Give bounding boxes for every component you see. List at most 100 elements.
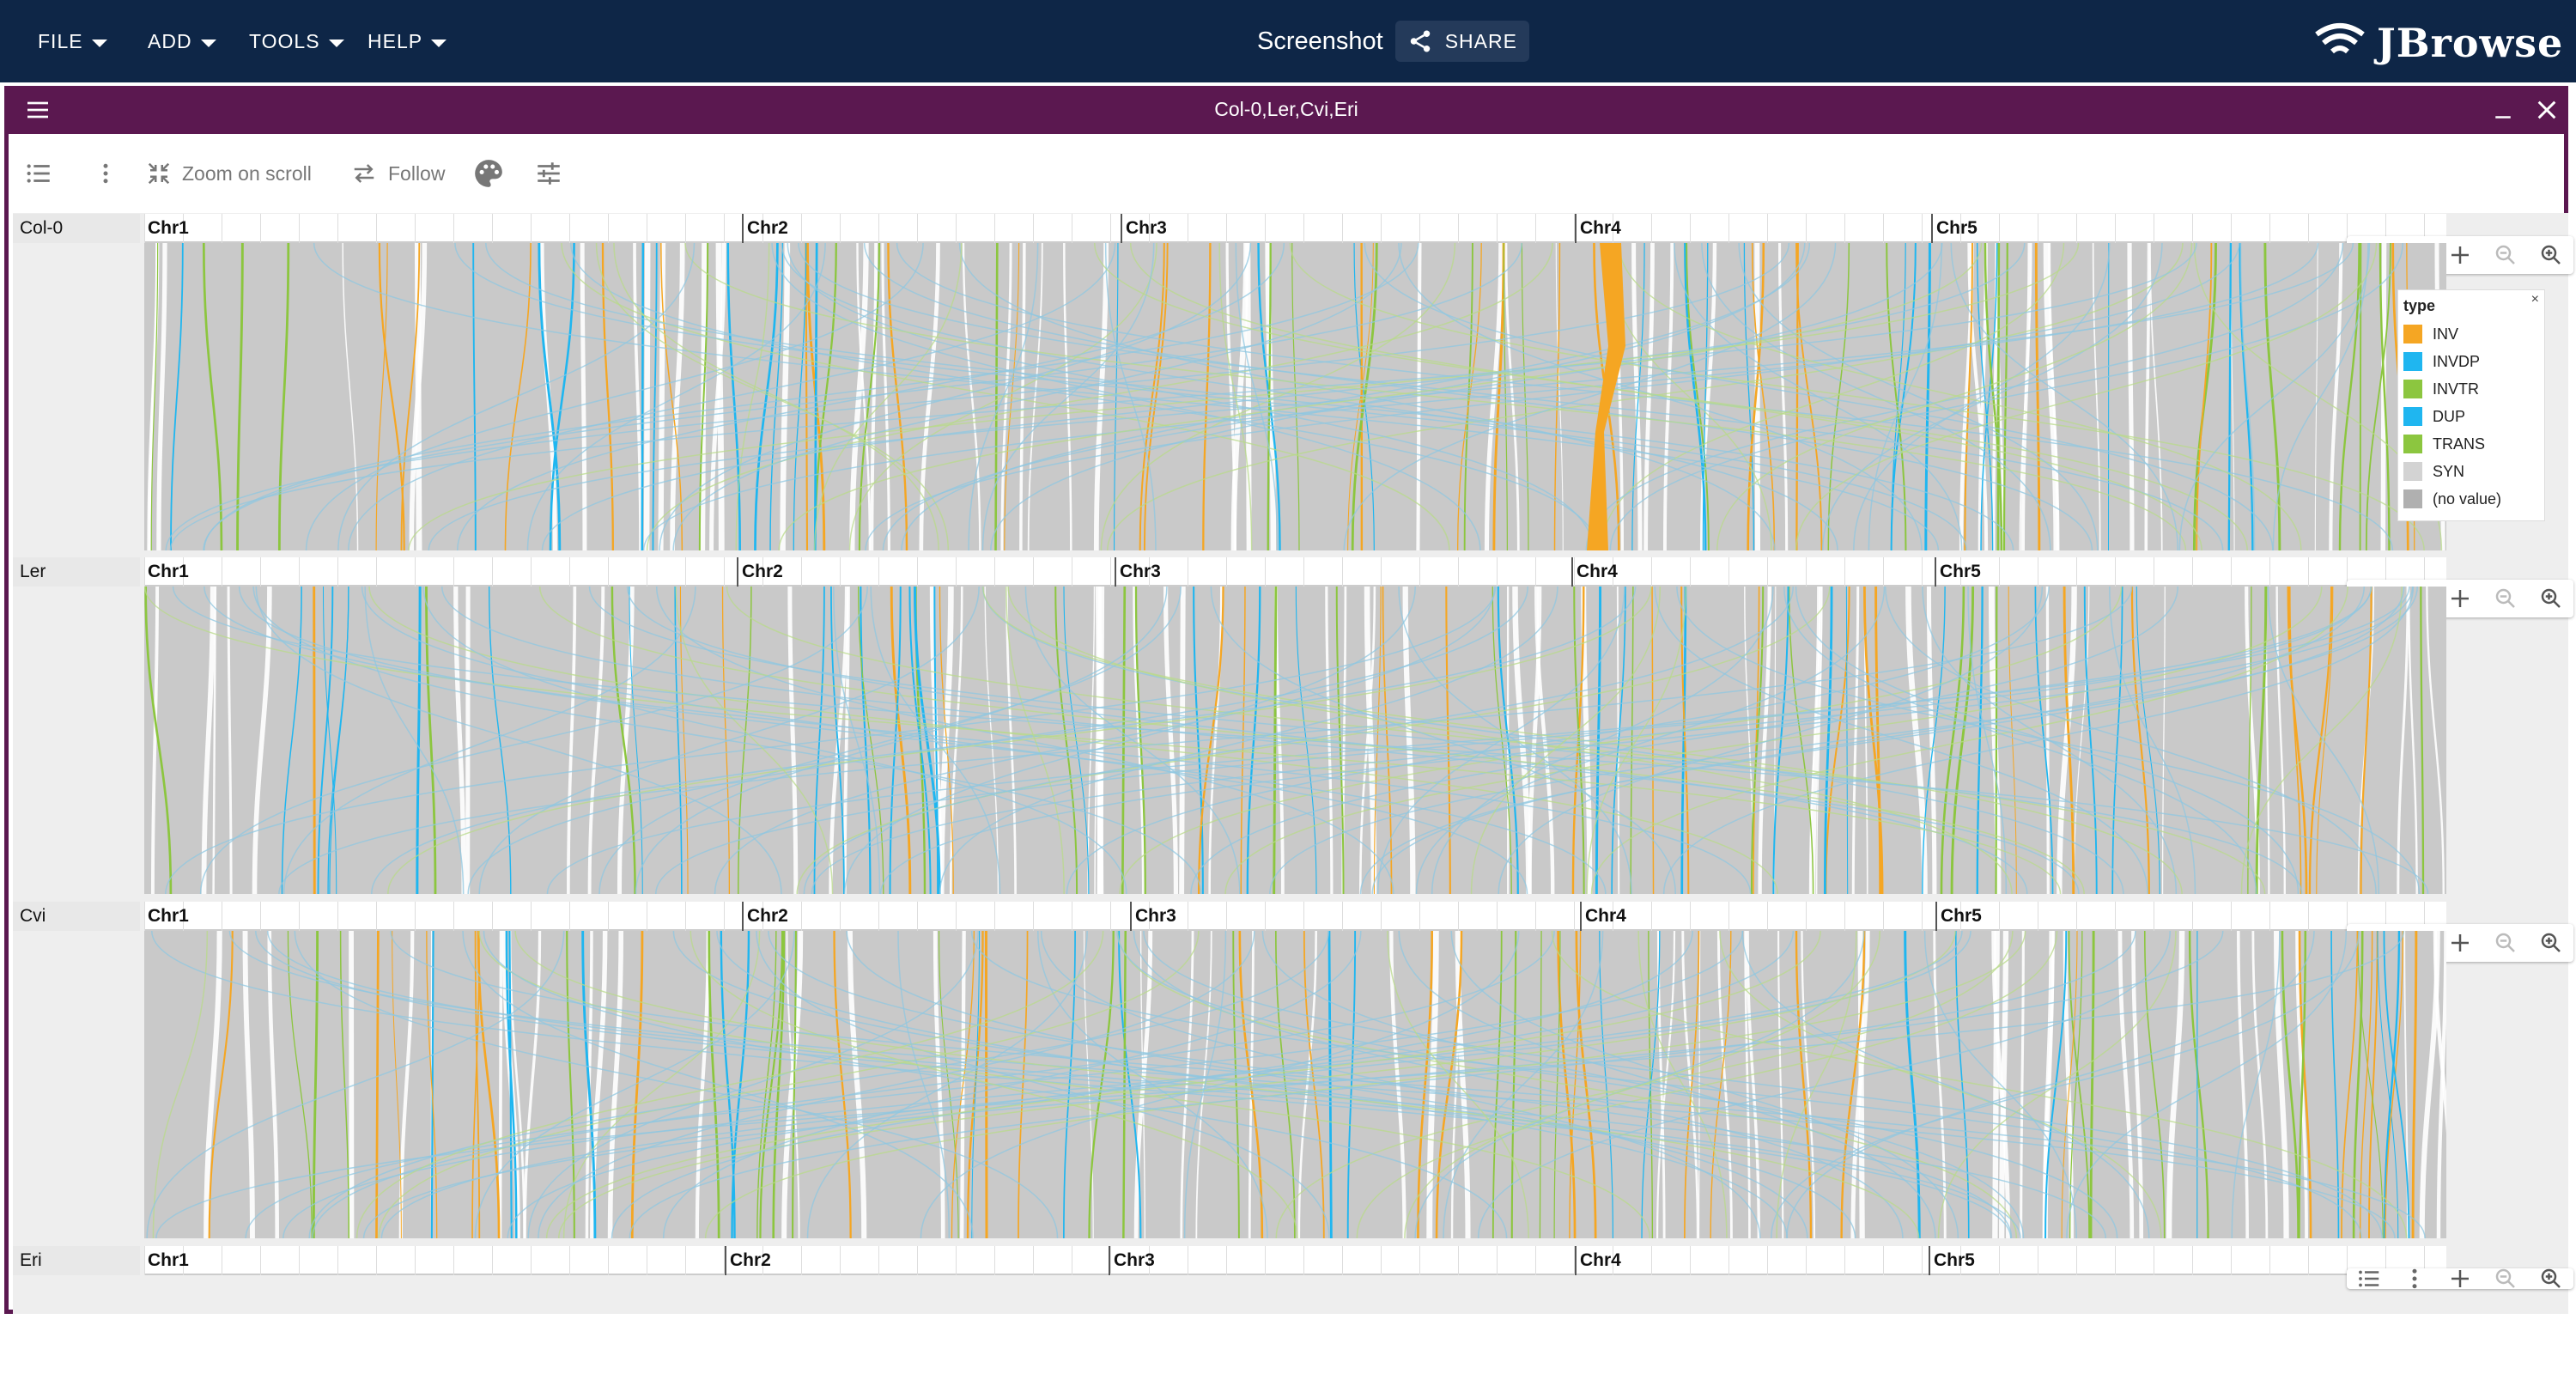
translocation-curve[interactable] [1404, 931, 1881, 1238]
translocation-curve[interactable] [1133, 931, 1904, 1238]
synteny-feature[interactable] [1976, 587, 1984, 894]
translocation-curve[interactable] [1853, 243, 2111, 550]
legend-close-icon[interactable]: × [2530, 292, 2539, 307]
synteny-feature[interactable] [538, 243, 562, 550]
translocation-curve[interactable] [545, 931, 1821, 1238]
synteny-feature[interactable] [2359, 243, 2362, 550]
synteny-feature[interactable] [1702, 243, 1709, 550]
synteny-feature[interactable] [208, 931, 234, 1238]
synteny-feature[interactable] [2130, 587, 2150, 894]
translocation-curve[interactable] [659, 243, 1252, 550]
synteny-feature[interactable] [2263, 243, 2281, 550]
synteny-feature[interactable] [1840, 931, 1866, 1238]
translocation-curve[interactable] [204, 243, 1419, 550]
synteny-feature[interactable] [1922, 587, 1946, 894]
translocation-curve[interactable] [1470, 587, 1662, 894]
translocation-curve[interactable] [1024, 587, 1241, 894]
track-list-button[interactable] [2352, 1262, 2386, 1296]
synteny-feature[interactable] [2352, 931, 2364, 1238]
translocation-curve[interactable] [462, 931, 974, 1238]
translocation-curve[interactable] [474, 931, 795, 1238]
translocation-curve[interactable] [1498, 587, 2044, 894]
synteny-feature[interactable] [322, 587, 337, 894]
translocation-curve[interactable] [337, 243, 696, 550]
chr-label-chr3[interactable]: Chr3 [1121, 214, 1167, 243]
chr-label-chr4[interactable]: Chr4 [1580, 902, 1626, 931]
translocation-curve[interactable] [203, 243, 1522, 550]
translocation-curve[interactable] [1618, 243, 2302, 550]
synteny-feature[interactable] [2360, 587, 2372, 894]
translocation-curve[interactable] [1359, 587, 2405, 894]
translocation-curve[interactable] [646, 243, 1553, 550]
synteny-feature[interactable] [1950, 587, 1975, 894]
add-button[interactable] [2443, 1262, 2477, 1296]
synteny-feature[interactable] [887, 243, 908, 550]
translocation-curve[interactable] [811, 587, 2372, 894]
translocation-curve[interactable] [920, 931, 1520, 1238]
synteny-feature[interactable] [2330, 931, 2340, 1238]
synteny-feature[interactable] [2359, 931, 2373, 1238]
synteny-feature[interactable] [2255, 587, 2268, 894]
synteny-feature[interactable] [504, 243, 532, 550]
translocation-curve[interactable] [538, 931, 1255, 1238]
help-menu[interactable]: HELP [368, 24, 447, 58]
synteny-feature[interactable] [1964, 243, 1973, 550]
synteny-feature[interactable] [1240, 587, 1246, 894]
synteny-feature[interactable] [202, 243, 223, 550]
synteny-feature[interactable] [1996, 243, 2001, 550]
synteny-panel-col-0-ler[interactable] [144, 243, 2446, 550]
synteny-feature[interactable] [984, 931, 988, 1238]
translocation-curve[interactable] [1795, 243, 2378, 550]
synteny-feature[interactable] [1980, 243, 1998, 550]
translocation-curve[interactable] [1371, 587, 2366, 894]
chr-label-chr2[interactable]: Chr2 [742, 902, 788, 931]
chr-label-chr5[interactable]: Chr5 [1935, 902, 1982, 931]
inversion-block[interactable] [1587, 243, 1625, 550]
synteny-feature[interactable] [1382, 587, 1393, 894]
synteny-feature[interactable] [1710, 931, 1732, 1238]
synteny-feature[interactable] [2287, 587, 2308, 894]
synteny-feature[interactable] [400, 243, 421, 550]
share-button[interactable]: SHARE [1394, 21, 1529, 62]
synteny-feature[interactable] [2239, 243, 2254, 550]
synteny-feature[interactable] [1827, 243, 1850, 550]
translocation-curve[interactable] [1884, 587, 2377, 894]
settings-sliders-button[interactable] [534, 158, 563, 189]
ruler-col-0[interactable]: Chr1 Chr2 Chr3 Chr4 Chr5 [144, 214, 2446, 243]
synteny-feature[interactable] [477, 931, 501, 1238]
translocation-curve[interactable] [428, 243, 2354, 550]
synteny-feature[interactable] [2288, 587, 2302, 894]
translocation-curve[interactable] [675, 587, 834, 894]
translocation-curve[interactable] [846, 931, 1808, 1238]
synteny-feature[interactable] [2034, 587, 2054, 894]
minimize-icon[interactable] [2490, 98, 2516, 124]
synteny-feature[interactable] [1743, 243, 1755, 550]
synteny-feature[interactable] [566, 931, 575, 1238]
ruler-ler[interactable]: Chr1 Chr2 Chr3 Chr4 Chr5 [144, 557, 2446, 587]
translocation-curve[interactable] [865, 243, 2240, 550]
translocation-curve[interactable] [312, 931, 1555, 1238]
translocation-curve[interactable] [1716, 243, 2193, 550]
synteny-feature[interactable] [1503, 243, 1508, 550]
zoom-out-button[interactable] [2488, 926, 2523, 960]
synteny-feature[interactable] [2338, 243, 2360, 550]
translocation-curve[interactable] [882, 243, 1943, 550]
translocation-curve[interactable] [440, 587, 2080, 894]
synteny-feature[interactable] [2383, 931, 2410, 1238]
synteny-feature[interactable] [889, 587, 902, 894]
translocation-curve[interactable] [228, 931, 2396, 1238]
translocation-curve[interactable] [238, 587, 1607, 894]
translocation-curve[interactable] [613, 243, 939, 550]
synteny-feature[interactable] [611, 587, 636, 894]
synteny-feature[interactable] [1599, 931, 1614, 1238]
translocation-curve[interactable] [2231, 931, 2281, 1238]
translocation-curve[interactable] [1235, 243, 1279, 550]
translocation-curve[interactable] [1738, 243, 2099, 550]
follow-toggle[interactable]: Follow [350, 158, 445, 189]
translocation-curve[interactable] [990, 243, 1806, 550]
synteny-feature[interactable] [1198, 587, 1224, 894]
translocation-curve[interactable] [152, 931, 209, 1238]
translocation-curve[interactable] [1289, 243, 2425, 550]
translocation-curve[interactable] [2240, 587, 2403, 894]
chr-label-chr3[interactable]: Chr3 [1109, 1246, 1155, 1275]
